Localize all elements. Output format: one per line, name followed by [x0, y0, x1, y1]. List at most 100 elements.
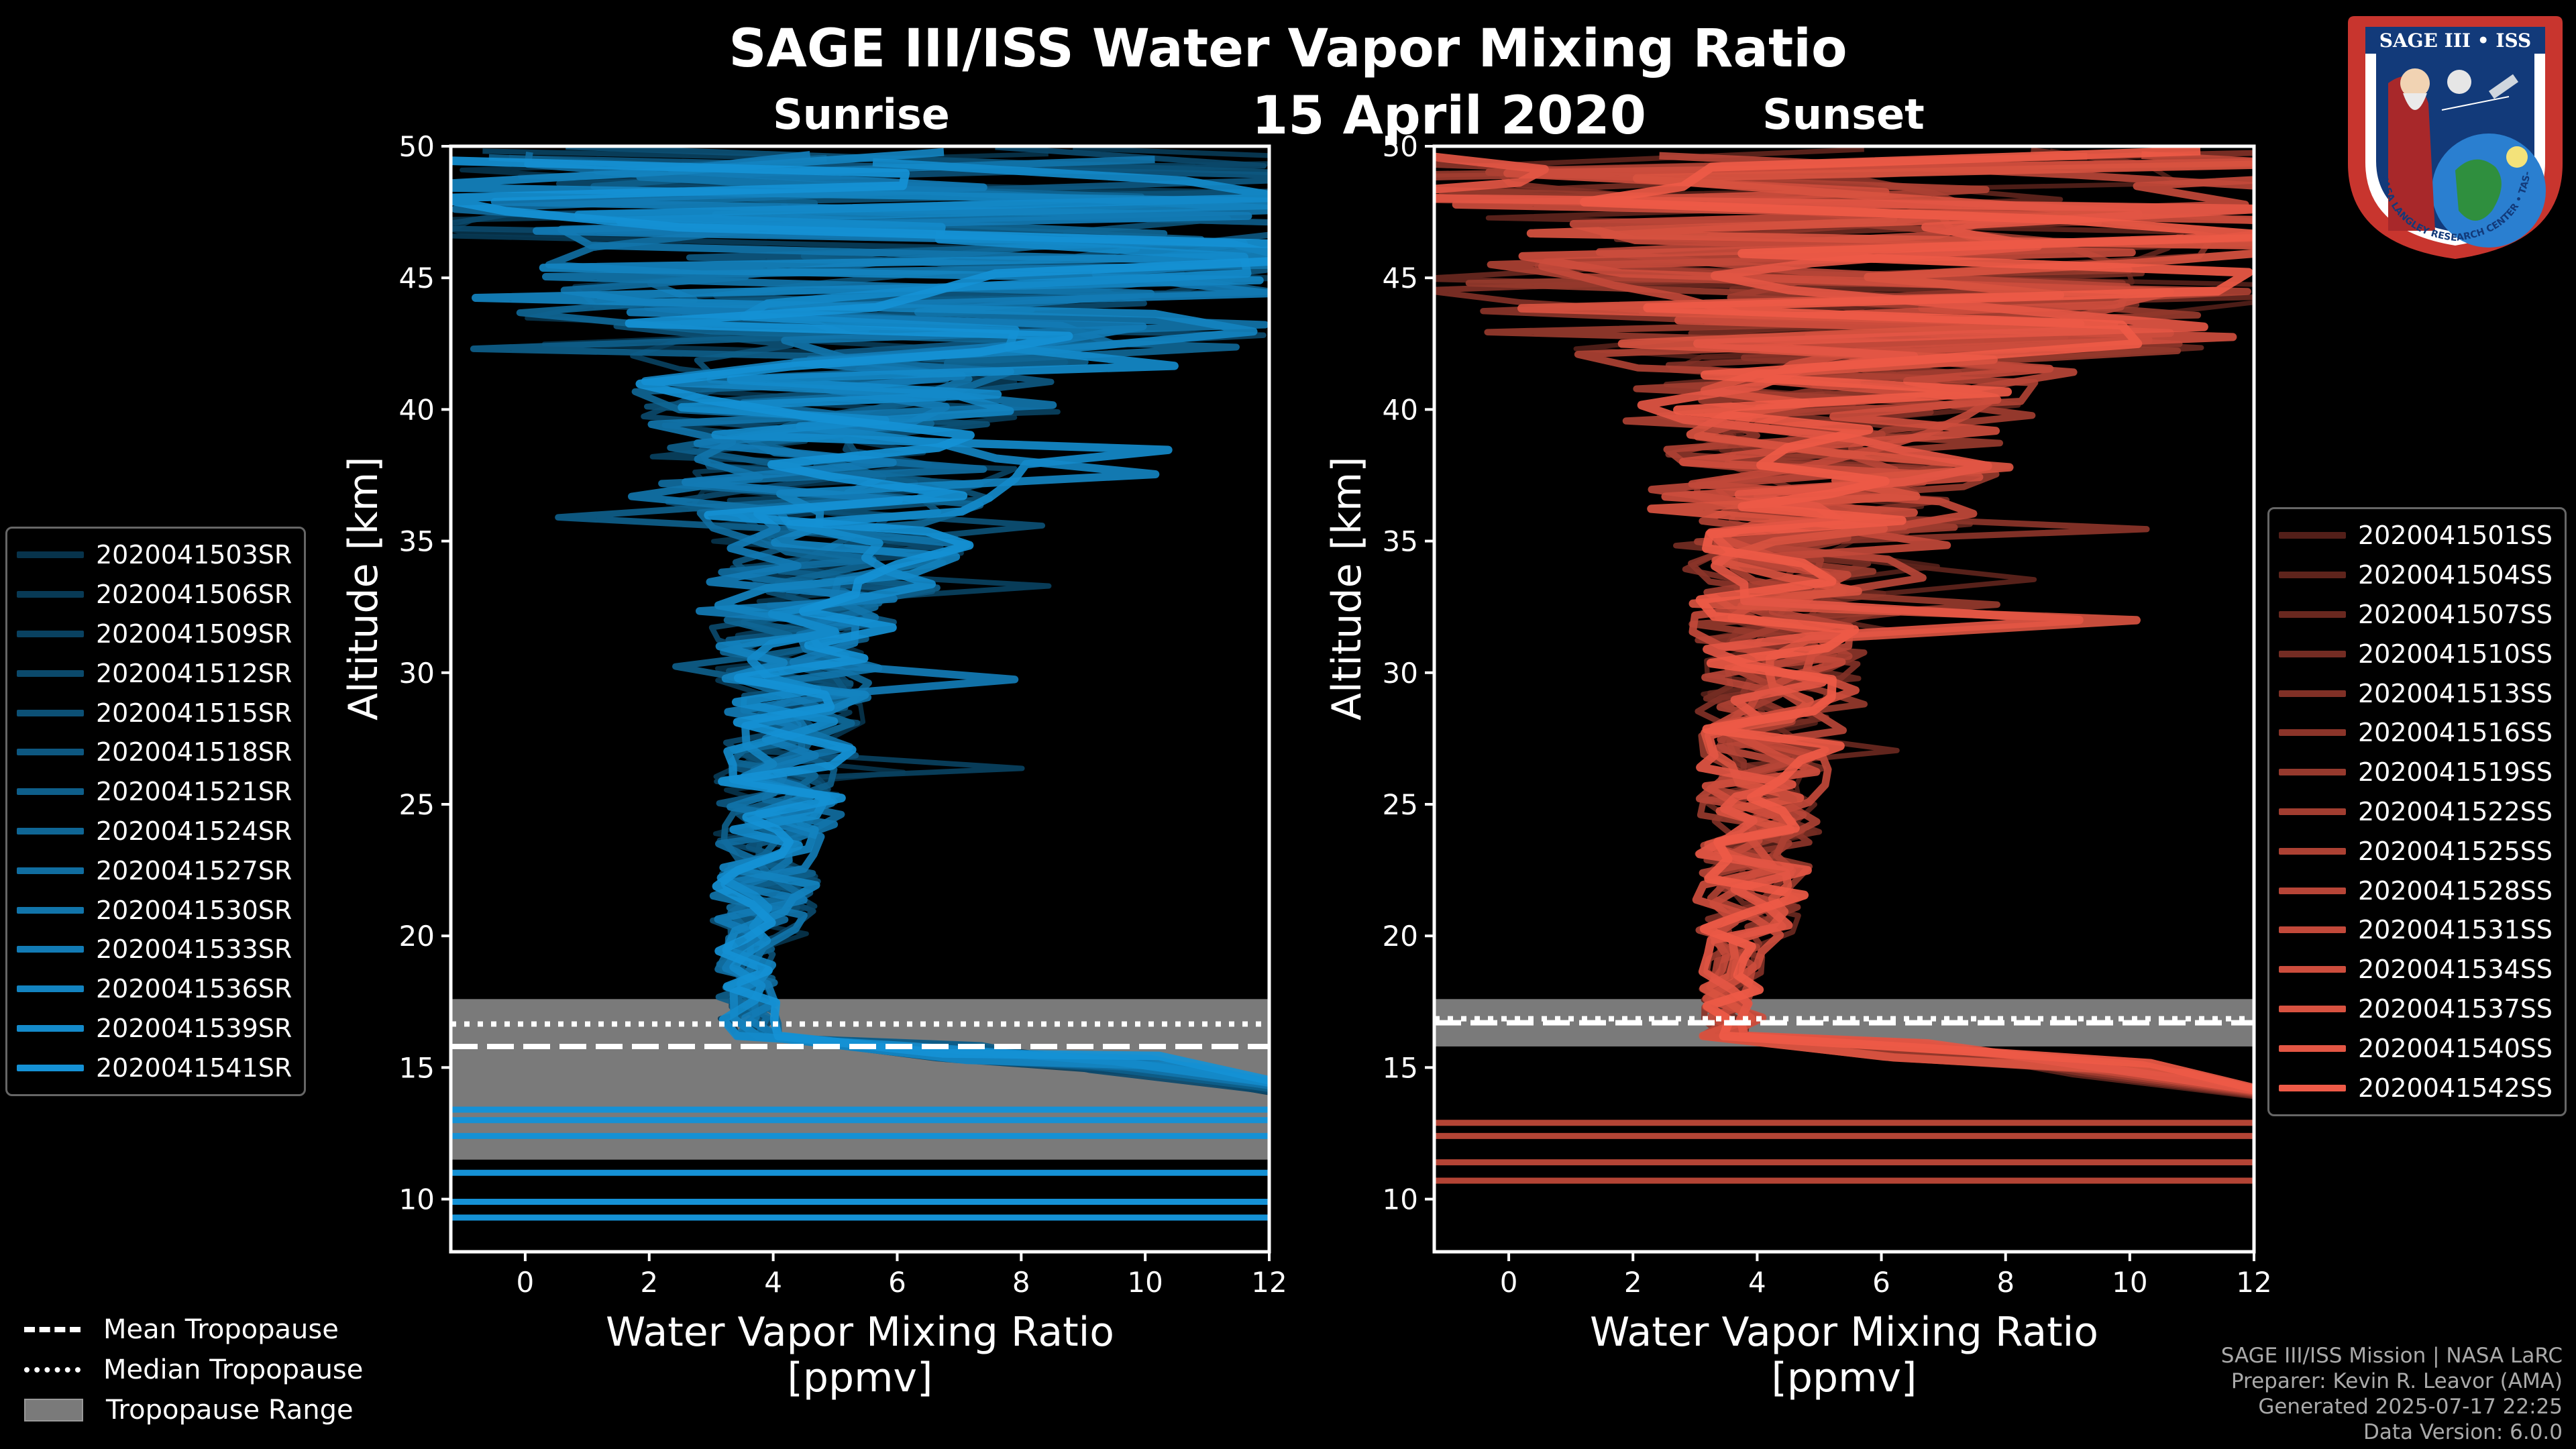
sunrise-panel-title: Sunrise: [773, 90, 950, 139]
y-tick-label: 10: [399, 1183, 435, 1216]
x-axis-label: Water Vapor Mixing Ratio: [606, 1309, 1114, 1356]
sunrise-series-2020041541SR: [451, 156, 1269, 1085]
logo-station: [2488, 74, 2519, 99]
range-swatch: [24, 1399, 83, 1421]
sunset-series-2020041540SS: [1434, 152, 2254, 1095]
dotted-line-swatch: [24, 1367, 80, 1373]
legend-swatch: [17, 867, 84, 874]
legend-entry: 2020041533SR: [17, 930, 292, 969]
legend-label: 2020041522SS: [2358, 796, 2553, 826]
x-tick-label: 4: [764, 1266, 782, 1299]
legend-label: 2020041528SS: [2358, 875, 2553, 906]
legend-label: 2020041506SR: [96, 580, 292, 610]
y-tick-label: 35: [399, 525, 435, 558]
legend-swatch: [2279, 1084, 2346, 1091]
legend-entry: 2020041515SR: [17, 693, 292, 733]
legend-label: 2020041534SS: [2358, 955, 2553, 985]
x-tick-label: 6: [1872, 1266, 1890, 1299]
legend-entry: 2020041510SS: [2279, 634, 2553, 674]
sunrise-plot: 0 2 4 6 8 10 12 10 15 20 25 30 35 40 45 50 Water Vapor M…: [340, 130, 1287, 1401]
x-tick-label: 8: [1012, 1266, 1030, 1299]
x-tick-label: 0: [517, 1266, 535, 1299]
y-tick-label: 15: [399, 1051, 435, 1084]
page-date: 15 April 2020: [1251, 86, 1647, 146]
legend-label: 2020041542SS: [2358, 1073, 2553, 1103]
footer-version: Data Version: 6.0.0: [2363, 1420, 2563, 1444]
legend-label: 2020041507SS: [2358, 599, 2553, 629]
legend-label: 2020041509SR: [96, 619, 292, 649]
legend-label: 2020041521SR: [96, 777, 292, 807]
sunset-legend: 2020041501SS 2020041504SS 2020041507SS 2020…: [2267, 507, 2567, 1116]
legend-swatch: [2279, 808, 2346, 815]
x-tick-label: 4: [1748, 1266, 1766, 1299]
legend-swatch: [2279, 690, 2346, 697]
footer-credits: SAGE III/ISS Mission | NASA LaRC Prepare…: [2221, 1343, 2563, 1445]
legend-swatch: [17, 1024, 84, 1032]
legend-swatch: [2279, 532, 2346, 539]
legend-swatch: [17, 591, 84, 598]
legend-label: 2020041531SS: [2358, 915, 2553, 945]
legend-entry: 2020041541SR: [17, 1048, 292, 1087]
logo-top-text: SAGE III • ISS: [2379, 30, 2532, 52]
legend-entry: 2020041528SS: [2279, 871, 2553, 910]
median-tropopause-label: Median Tropopause: [103, 1354, 364, 1385]
sunrise-legend: 2020041503SR 2020041506SR 2020041509SR 2020…: [5, 527, 307, 1097]
legend-label: 2020041539SR: [96, 1013, 292, 1043]
legend-entry: 2020041509SR: [17, 614, 292, 654]
y-tick-label: 20: [399, 920, 435, 953]
y-tick-label: 20: [1383, 920, 1418, 953]
legend-swatch: [2279, 729, 2346, 737]
legend-swatch: [17, 946, 84, 953]
legend-label: 2020041527SR: [96, 855, 292, 885]
legend-entry: 2020041519SS: [2279, 753, 2553, 792]
legend-swatch: [2279, 769, 2346, 776]
y-tick-label: 40: [1383, 393, 1418, 426]
legend-entry: 2020041530SR: [17, 890, 292, 930]
legend-label: 2020041504SS: [2358, 560, 2553, 590]
legend-entry: 2020041531SS: [2279, 910, 2553, 950]
logo-figure-beard: [2403, 93, 2427, 110]
legend-entry: 2020041504SS: [2279, 555, 2553, 595]
legend-swatch: [2279, 847, 2346, 855]
legend-swatch: [17, 985, 84, 993]
legend-swatch: [2279, 1044, 2346, 1052]
legend-label: 2020041518SR: [96, 737, 292, 767]
x-axis-label: [ppmv]: [788, 1354, 933, 1401]
legend-swatch: [17, 788, 84, 796]
x-tick-label: 10: [2112, 1266, 2147, 1299]
x-tick-label: 2: [640, 1266, 658, 1299]
logo-top-band: [2365, 27, 2545, 54]
legend-swatch: [2279, 650, 2346, 657]
tropopause-legend: Mean Tropopause Median Tropopause Tropop…: [24, 1309, 363, 1430]
x-tick-label: 0: [1500, 1266, 1518, 1299]
logo-ray: [2441, 96, 2510, 111]
y-tick-label: 30: [1383, 657, 1418, 690]
sunset-panel-title: Sunset: [1762, 90, 1925, 139]
legend-entry: 2020041501SS: [2279, 516, 2553, 555]
legend-label: 2020041513SS: [2358, 678, 2553, 708]
legend-swatch: [17, 669, 84, 677]
legend-swatch: [17, 630, 84, 637]
legend-entry: 2020041513SS: [2279, 674, 2553, 713]
footer-mission: SAGE III/ISS Mission | NASA LaRC: [2220, 1344, 2563, 1368]
legend-entry: 2020041518SR: [17, 733, 292, 772]
legend-label: 2020041524SR: [96, 816, 292, 846]
legend-swatch: [17, 906, 84, 914]
x-tick-label: 8: [1996, 1266, 2015, 1299]
legend-entry: 2020041506SR: [17, 575, 292, 614]
legend-mean-tropopause: Mean Tropopause: [24, 1309, 363, 1350]
x-axis-label: Water Vapor Mixing Ratio: [1590, 1309, 2098, 1356]
legend-entry: 2020041542SS: [2279, 1068, 2553, 1108]
y-tick-label: 25: [1383, 788, 1418, 821]
x-tick-label: 6: [888, 1266, 906, 1299]
legend-median-tropopause: Median Tropopause: [24, 1350, 363, 1390]
y-tick-label: 10: [1383, 1183, 1418, 1216]
legend-swatch: [2279, 1005, 2346, 1012]
legend-entry: 2020041524SR: [17, 812, 292, 851]
legend-entry: 2020041540SS: [2279, 1028, 2553, 1068]
legend-entry: 2020041522SS: [2279, 792, 2553, 832]
legend-entry: 2020041527SR: [17, 851, 292, 890]
y-axis-label: Altitude [km]: [1324, 456, 1371, 720]
legend-label: 2020041503SR: [96, 540, 292, 570]
legend-entry: 2020041507SS: [2279, 595, 2553, 635]
